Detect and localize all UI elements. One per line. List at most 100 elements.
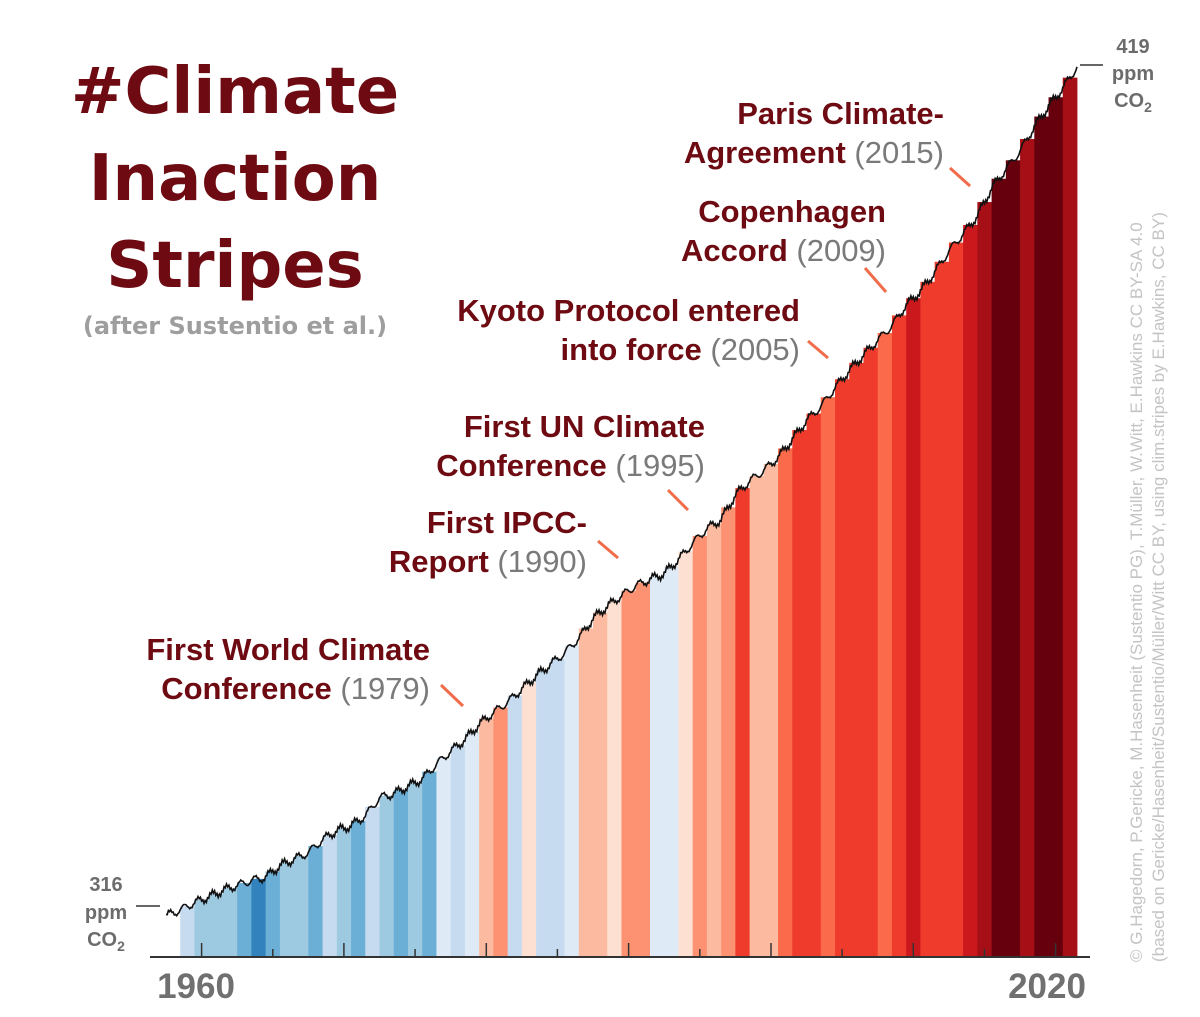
event-1979-year: (1979) [340, 671, 430, 706]
event-1995-name-2: Conference (1995) [436, 448, 705, 483]
credit: © G.Hagedorn, P.Gericke, M.Hasenheit (Su… [1127, 212, 1168, 962]
stripe-1986 [564, 645, 580, 957]
stripe-2019 [1034, 116, 1049, 957]
stripe-1977 [436, 757, 452, 957]
stripe-1985 [550, 658, 565, 957]
event-1979-name: First World Climate [146, 632, 430, 667]
end-ppm-label: 419 ppm CO2 [1080, 36, 1154, 115]
start-ppm-value: 316 [89, 874, 122, 896]
x-start-label: 1960 [157, 967, 235, 1006]
stripe-2006 [849, 362, 864, 957]
start-ppm-unit: ppm [85, 902, 127, 924]
stripe-1987 [578, 628, 594, 957]
stripe-1971 [351, 820, 366, 957]
stripe-2020 [1048, 97, 1064, 957]
event-1995-pointer [666, 488, 690, 512]
stripe-2007 [863, 347, 879, 958]
stripe-1992 [649, 576, 665, 957]
start-ppm-label: 316 ppm CO2 [85, 874, 160, 954]
stripe-1968 [308, 846, 323, 957]
x-axis [150, 943, 1090, 958]
stripe-1994 [678, 551, 694, 957]
co2-concentration-line [165, 66, 1078, 917]
title-line-3: Stripes [106, 229, 364, 303]
stripe-1988 [593, 612, 608, 957]
stripe-1981 [493, 707, 509, 957]
title-line-1: #Climate [71, 55, 399, 129]
stripe-2013 [948, 242, 964, 957]
x-end-label: 2020 [1008, 967, 1086, 1006]
stripe-1973 [379, 795, 395, 957]
stripe-1965 [265, 871, 281, 957]
stripe-1995 [692, 535, 708, 957]
event-2009-year: (2009) [796, 233, 886, 268]
event-1990-name: First IPCC- [427, 505, 587, 540]
event-2015-pointer [948, 166, 972, 188]
stripe-1990 [621, 590, 637, 957]
end-ppm-value: 419 [1116, 36, 1149, 58]
stripe-1980 [479, 718, 494, 957]
stripe-2014 [963, 224, 978, 957]
stripe-1975 [407, 782, 423, 957]
stripe-1991 [635, 582, 651, 957]
stripe-2015 [977, 202, 992, 958]
stripe-2008 [877, 333, 893, 957]
event-2005-name: Kyoto Protocol entered [457, 293, 800, 328]
credit-line-1: © G.Hagedorn, P.Gericke, M.Hasenheit (Su… [1127, 222, 1146, 962]
event-1995: First UN Climate Conference (1995) [436, 409, 705, 512]
start-ppm-gas-subscript: 2 [117, 938, 125, 954]
stripe-1978 [450, 745, 466, 957]
event-2015-name: Paris Climate- [737, 96, 944, 131]
stripe-2002 [792, 429, 807, 958]
stripe-1979 [464, 731, 480, 957]
stripe-2005 [835, 379, 850, 957]
end-ppm-unit: ppm [1112, 63, 1154, 85]
start-ppm-gas: CO2 [87, 929, 125, 954]
stripe-2010 [906, 298, 921, 958]
stripe-1997 [721, 507, 736, 957]
stripe-2021 [1062, 77, 1078, 957]
end-ppm-gas: CO2 [1114, 90, 1152, 115]
event-2005-year: (2005) [710, 332, 800, 367]
event-2005-pointer [807, 339, 829, 360]
stripe-1999 [749, 475, 765, 957]
event-1990-year: (1990) [497, 544, 587, 579]
stripe-1961 [208, 893, 224, 957]
warming-stripes [180, 77, 1078, 958]
start-ppm-gas-text: CO [87, 929, 117, 951]
event-1979-name-2: Conference (1979) [161, 671, 430, 706]
stripe-1966 [279, 862, 295, 957]
event-1979-name-line-2: Conference [161, 671, 340, 706]
x-axis-ticks [200, 943, 1057, 957]
stripe-2000 [763, 463, 779, 957]
stripe-1972 [365, 806, 380, 957]
event-1995-year: (1995) [615, 448, 705, 483]
stripe-2012 [934, 261, 950, 957]
event-1990-pointer [597, 539, 619, 560]
end-ppm-gas-subscript: 2 [1144, 99, 1152, 115]
event-2005-name-2: into force (2005) [561, 332, 800, 367]
stripe-1998 [735, 488, 751, 957]
event-2005: Kyoto Protocol entered into force (2005) [457, 293, 829, 367]
event-1990-name-line-2: Report [389, 544, 498, 579]
end-ppm-gas-text: CO [1114, 90, 1144, 112]
stripe-1963 [237, 882, 252, 957]
event-2015-name-line-2: Agreement [684, 135, 855, 170]
title-line-2: Inaction [89, 142, 382, 216]
stripe-2018 [1020, 139, 1035, 957]
event-2009-name-line-2: Accord [681, 233, 796, 268]
event-2009-pointer [863, 267, 888, 293]
stripe-2004 [820, 397, 836, 957]
stripe-1982 [507, 695, 523, 957]
event-2009: Copenhagen Accord (2009) [681, 194, 888, 293]
event-1995-name-line-2: Conference [436, 448, 615, 483]
event-2015-name-2: Agreement (2015) [684, 135, 944, 170]
event-2015: Paris Climate- Agreement (2015) [684, 96, 972, 188]
event-1979: First World Climate Conference (1979) [146, 632, 465, 708]
stripe-1962 [222, 887, 238, 957]
stripe-1983 [521, 682, 537, 957]
stripe-2011 [920, 281, 936, 958]
event-1990-name-2: Report (1990) [389, 544, 587, 579]
